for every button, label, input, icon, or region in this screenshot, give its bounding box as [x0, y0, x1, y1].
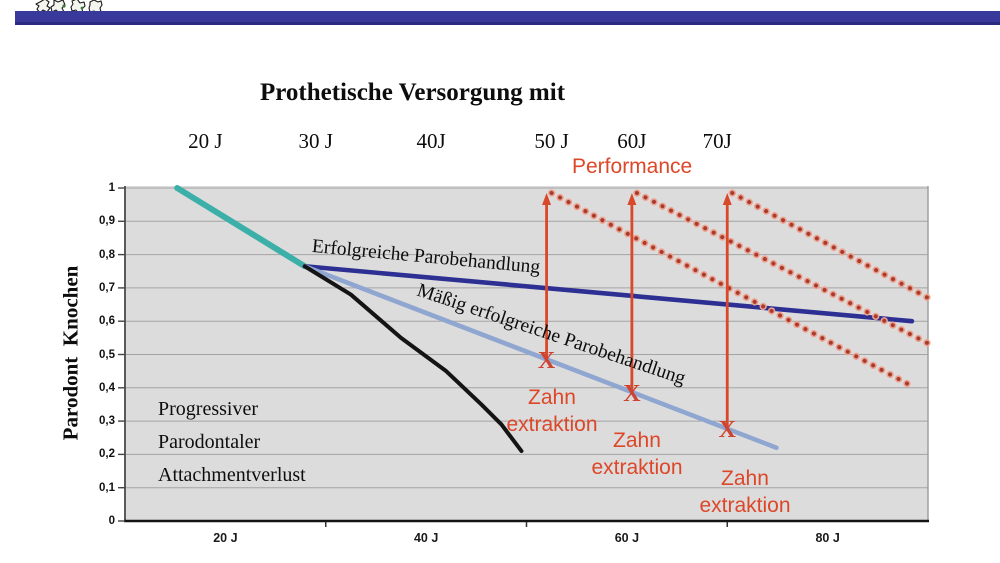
extraction-x-marker: X [719, 417, 737, 443]
y-axis-tick-label: 0,4 [99, 381, 115, 394]
x-axis-tick-label: 20 J [213, 531, 238, 545]
series-progressiver-attachmentverlust [302, 264, 524, 454]
label-zahnextraktion-1: Zahn extraktion [506, 386, 598, 436]
y-axis-tick-label: 0,5 [99, 348, 115, 361]
top-age-label: 20 J [188, 129, 223, 153]
extraction-arrow-head [722, 192, 732, 205]
series-erfolgreiche-parobehandlung [302, 263, 915, 324]
performance-dotted-line [549, 190, 917, 390]
x-axis-tick-label: 60 J [614, 531, 640, 545]
series-gesunder-knochen [174, 185, 308, 270]
y-axis-tick-label: 1 [108, 182, 115, 194]
label-zahnextraktion-3: Zahn extraktion [699, 467, 791, 517]
label-zahnextraktion-2: Zahn extraktion [591, 429, 683, 479]
y-axis-tick-label: 0,1 [99, 481, 115, 494]
x-axis-tick-label: 80 J [815, 531, 840, 545]
y-axis-tick-label: 0,3 [99, 415, 115, 428]
performance-label: Performance [572, 155, 693, 178]
performance-dotted-line [634, 190, 929, 345]
top-age-label: 30 J [298, 129, 333, 153]
extraction-arrow-head [542, 192, 552, 205]
chart-title: Prothetische Versorgung mit [259, 79, 566, 106]
label-progressiver-attachmentverlust: Progressiver Parodontaler Attachmentverl… [158, 398, 306, 486]
top-age-label: 70J [702, 129, 732, 153]
extraction-x-marker: X [538, 348, 556, 374]
series-maessig-erfolgreiche-parobehandlung [302, 263, 779, 451]
y-axis-tick-label: 0 [108, 515, 115, 527]
extraction-arrow-head [627, 192, 637, 205]
y-axis-tick-label: 0,8 [99, 248, 115, 261]
y-axis-tick-label: 0,9 [99, 215, 115, 228]
y-axis-tick-label: 0,2 [99, 448, 115, 461]
extraction-x-marker: X [623, 381, 641, 407]
slide-header-bar [15, 11, 1000, 25]
top-age-label: 50 J [534, 129, 569, 153]
y-axis-tick-label: 0,7 [99, 281, 115, 294]
top-age-label: 40J [416, 129, 446, 153]
top-age-label: 60J [617, 129, 647, 153]
y-axis-tick-label: 0,6 [99, 315, 115, 328]
x-axis-tick-label: 40 J [413, 531, 439, 545]
performance-dotted-line [730, 190, 930, 300]
